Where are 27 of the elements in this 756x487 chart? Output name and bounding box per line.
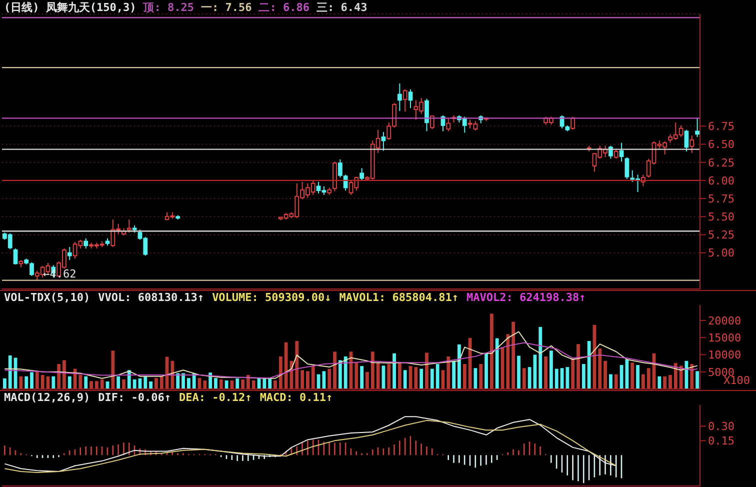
text: DIF: -0.06↑ (98, 391, 171, 404)
text: MACD: 0.11↑ (260, 391, 333, 404)
ref-line-label: 一: 7.56 (200, 1, 252, 14)
ref-line-label: 三: 6.43 (316, 1, 368, 14)
y-tick-label: 6.25 (708, 156, 734, 170)
chart-title: VOL-TDX(5,10) (4, 291, 90, 304)
text: VVOL: 608130.13↑ (98, 291, 204, 304)
y-tick-label: 6.75 (708, 120, 734, 134)
chart-title: MACD(12,26,9) (4, 391, 90, 404)
y-tick-label: 5.75 (708, 192, 734, 206)
y-tick-label: 20000 (708, 314, 742, 328)
y-tick-label: 15000 (708, 331, 742, 344)
text: MAVOL1: 685804.81↑ (339, 291, 458, 304)
y-tick-label: 10000 (708, 348, 742, 362)
y-tick-label: 0.15 (708, 434, 734, 448)
y-tick-label: 0.30 (708, 420, 734, 434)
y-tick-label: 5.50 (708, 210, 734, 224)
text: DEA: -0.12↑ (178, 391, 252, 404)
text: MAVOL2: 624198.38↑ (466, 291, 586, 304)
ref-line-label: 二: 6.86 (258, 1, 310, 14)
chart-title: (日线) 凤舞九天(150,3) (4, 1, 136, 14)
y-tick-label: 5.25 (708, 228, 734, 242)
text: VOLUME: 509309.00↓ (212, 291, 332, 304)
y-tick-label: 6.00 (708, 174, 734, 188)
ref-line-label: 顶: 8.25 (143, 1, 194, 14)
y-tick-label: 5.00 (708, 246, 734, 260)
y-tick-label: 6.50 (708, 138, 734, 152)
